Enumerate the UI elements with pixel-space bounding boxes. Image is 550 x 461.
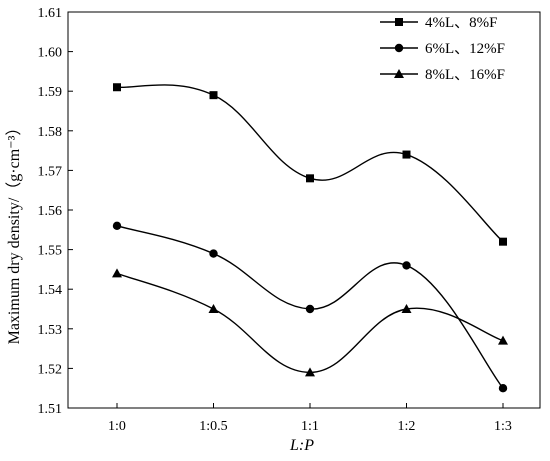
data-point-square — [499, 237, 507, 246]
y-axis: 1.51 1.52 1.53 1.54 1.55 1.56 1.57 1.58 1.59 1.60… — [38, 6, 73, 417]
y-tick-label: 1.58 — [38, 125, 63, 140]
x-axis-title: L:P — [289, 437, 314, 454]
x-tick-label: 1:2 — [398, 419, 416, 434]
legend: 4%L、8%F 6%L、12%F 8%L、16%F — [380, 15, 505, 83]
series-layer — [112, 83, 508, 393]
y-tick-label: 1.57 — [38, 164, 63, 179]
legend-marker-square — [395, 18, 403, 26]
legend-item-1: 4%L、8%F — [380, 15, 498, 31]
y-tick-label: 1.61 — [38, 6, 63, 21]
series-line — [116, 272, 504, 374]
legend-marker-triangle — [394, 69, 404, 78]
data-point-circle — [402, 261, 411, 270]
data-point-triangle — [498, 335, 508, 345]
data-point-circle — [305, 304, 315, 314]
x-tick-label: 1:0 — [108, 419, 126, 434]
y-tick-label: 1.55 — [38, 244, 63, 259]
y-tick-label: 1.60 — [38, 46, 63, 61]
x-tick-label: 1:0.5 — [199, 419, 227, 434]
data-point-triangle — [112, 268, 122, 278]
data-point-circle — [498, 384, 508, 393]
data-point-square — [306, 174, 314, 183]
legend-label: 4%L、8%F — [425, 15, 498, 31]
y-tick-label: 1.51 — [38, 402, 63, 417]
x-tick-label: 1:3 — [494, 419, 512, 434]
legend-label: 8%L、16%F — [425, 67, 505, 83]
legend-marker-circle — [394, 43, 404, 53]
data-point-square — [402, 150, 411, 159]
data-point-circle — [209, 249, 218, 258]
series-line — [116, 84, 504, 243]
legend-item-3: 8%L、16%F — [380, 67, 505, 83]
series-line — [116, 225, 504, 389]
data-point-triangle — [208, 304, 219, 313]
legend-label: 6%L、12%F — [425, 41, 505, 57]
legend-item-2: 6%L、12%F — [380, 41, 505, 57]
series-1 — [113, 83, 507, 246]
y-tick-label: 1.53 — [38, 323, 63, 338]
y-axis-title: Maximum dry density/（g·cm⁻³） — [5, 120, 23, 345]
series-3 — [112, 268, 508, 377]
data-point-circle — [112, 221, 122, 231]
series-2 — [112, 221, 508, 393]
data-point-square — [209, 91, 218, 100]
y-tick-label: 1.59 — [38, 85, 63, 100]
y-tick-label: 1.54 — [38, 283, 63, 298]
data-point-square — [113, 83, 121, 92]
y-tick-label: 1.56 — [38, 204, 63, 219]
data-point-triangle — [305, 367, 315, 377]
x-tick-label: 1:1 — [301, 419, 319, 434]
y-tick-label: 1.52 — [38, 362, 63, 377]
data-point-triangle — [401, 304, 412, 313]
x-axis: 1:0 1:0.5 1:1 1:2 1:3 — [108, 403, 512, 434]
